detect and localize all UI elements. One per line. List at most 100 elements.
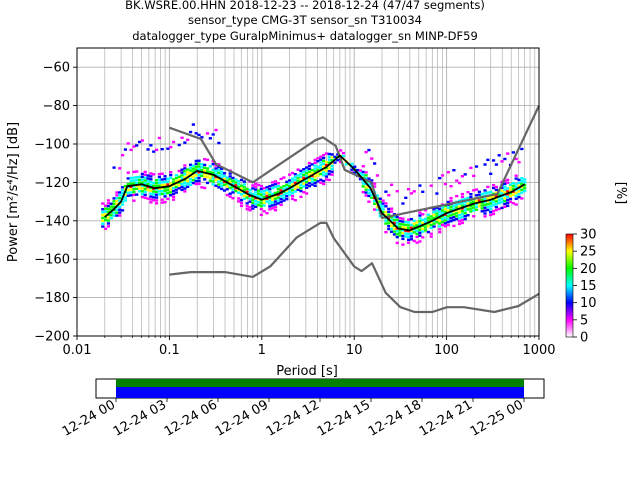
heatmap-cell	[282, 196, 286, 199]
heatmap-cell	[183, 167, 187, 170]
heatmap-cell	[429, 226, 433, 230]
heatmap-cell	[500, 192, 504, 195]
heatmap-cell	[514, 197, 518, 200]
heatmap-cell	[129, 182, 133, 186]
heatmap-cell	[361, 173, 365, 177]
heatmap-cell	[469, 166, 473, 170]
heatmap-cell	[494, 208, 498, 212]
heatmap-cell	[135, 144, 139, 147]
heatmap-cell	[259, 190, 263, 194]
heatmap-cell	[296, 188, 300, 192]
heatmap-cell	[406, 241, 411, 244]
heatmap-cell	[486, 200, 490, 203]
heatmap-cell	[112, 202, 116, 206]
heatmap-cell	[483, 215, 487, 218]
heatmap-cell	[307, 184, 312, 188]
heatmap-cell	[237, 197, 241, 200]
heatmap-cell	[285, 183, 289, 186]
heatmap-cell	[183, 164, 187, 167]
heatmap-cell	[313, 170, 317, 173]
heatmap-cell	[384, 213, 388, 217]
heatmap-cell	[239, 204, 244, 208]
heatmap-cell	[242, 183, 246, 186]
heatmap-cell	[330, 153, 334, 156]
heatmap-cell	[183, 170, 187, 173]
heatmap-cell	[106, 204, 111, 208]
heatmap-cell	[296, 174, 300, 177]
heatmap-cell	[506, 198, 510, 202]
heatmap-cell	[520, 191, 524, 194]
heatmap-cell	[330, 156, 334, 159]
heatmap-cell	[205, 167, 210, 170]
heatmap-cell	[432, 222, 436, 225]
heatmap-cell	[132, 187, 136, 191]
heatmap-cell	[169, 194, 173, 197]
heatmap-cell	[508, 183, 513, 186]
heatmap-cell	[171, 181, 176, 184]
y-tick-label: −120	[34, 176, 70, 191]
heatmap-cell	[262, 201, 266, 204]
y-tick-label: −60	[43, 61, 70, 76]
heatmap-cell	[268, 187, 272, 191]
timeline-tick-label: 12-25 00	[468, 397, 526, 439]
heatmap-cell	[514, 174, 518, 177]
heatmap-cell	[401, 229, 405, 232]
heatmap-cell	[423, 229, 428, 232]
heatmap-cell	[395, 218, 399, 222]
heatmap-cell	[160, 201, 164, 204]
heatmap-cell	[299, 175, 303, 178]
heatmap-cell	[452, 213, 456, 216]
heatmap-cell	[174, 185, 178, 188]
heatmap-cell	[435, 220, 439, 224]
heatmap-cell	[262, 195, 266, 199]
heatmap-cell	[520, 147, 524, 151]
y-tick-label: −80	[43, 99, 70, 114]
heatmap-cell	[401, 202, 405, 205]
heatmap-cell	[194, 174, 198, 177]
heatmap-cell	[421, 236, 425, 239]
heatmap-cell	[466, 214, 470, 217]
heatmap-cell	[200, 171, 204, 175]
heatmap-cell	[276, 190, 280, 194]
heatmap-cell	[197, 168, 201, 171]
heatmap-cell	[460, 201, 464, 204]
heatmap-cell	[154, 179, 159, 182]
heatmap-cell	[511, 187, 515, 191]
heatmap-cell	[404, 232, 408, 235]
heatmap-cell	[443, 216, 447, 219]
heatmap-cell	[271, 201, 275, 204]
heatmap-cell	[449, 196, 453, 200]
heatmap-cell	[503, 199, 507, 203]
heatmap-cell	[387, 222, 391, 225]
heatmap-cell	[123, 184, 128, 188]
heatmap-cell	[268, 205, 272, 208]
heatmap-cell	[299, 172, 303, 175]
heatmap-cell	[126, 177, 130, 180]
heatmap-cell	[169, 173, 173, 177]
heatmap-cell	[477, 204, 481, 208]
heatmap-cell	[401, 237, 405, 241]
heatmap-cell	[324, 172, 329, 175]
heatmap-cell	[143, 190, 147, 194]
heatmap-cell	[106, 199, 111, 202]
heatmap-cell	[491, 183, 496, 187]
heatmap-cell	[132, 145, 136, 148]
heatmap-cell	[364, 174, 368, 177]
heatmap-cell	[132, 199, 136, 202]
heatmap-cell	[415, 232, 419, 236]
heatmap-cell	[143, 182, 147, 185]
heatmap-cell	[205, 170, 210, 173]
heatmap-cell	[455, 206, 459, 209]
heatmap-cell	[112, 166, 116, 169]
heatmap-cell	[177, 175, 181, 179]
heatmap-cell	[494, 194, 498, 197]
heatmap-cell	[404, 220, 408, 224]
heatmap-cell	[140, 181, 145, 184]
heatmap-cell	[166, 197, 170, 201]
heatmap-cell	[452, 224, 456, 228]
heatmap-cell	[174, 174, 178, 177]
heatmap-cell	[194, 165, 198, 168]
heatmap-cell	[313, 158, 317, 162]
y-tick-label: −140	[34, 214, 70, 229]
heatmap-cell	[222, 189, 227, 192]
